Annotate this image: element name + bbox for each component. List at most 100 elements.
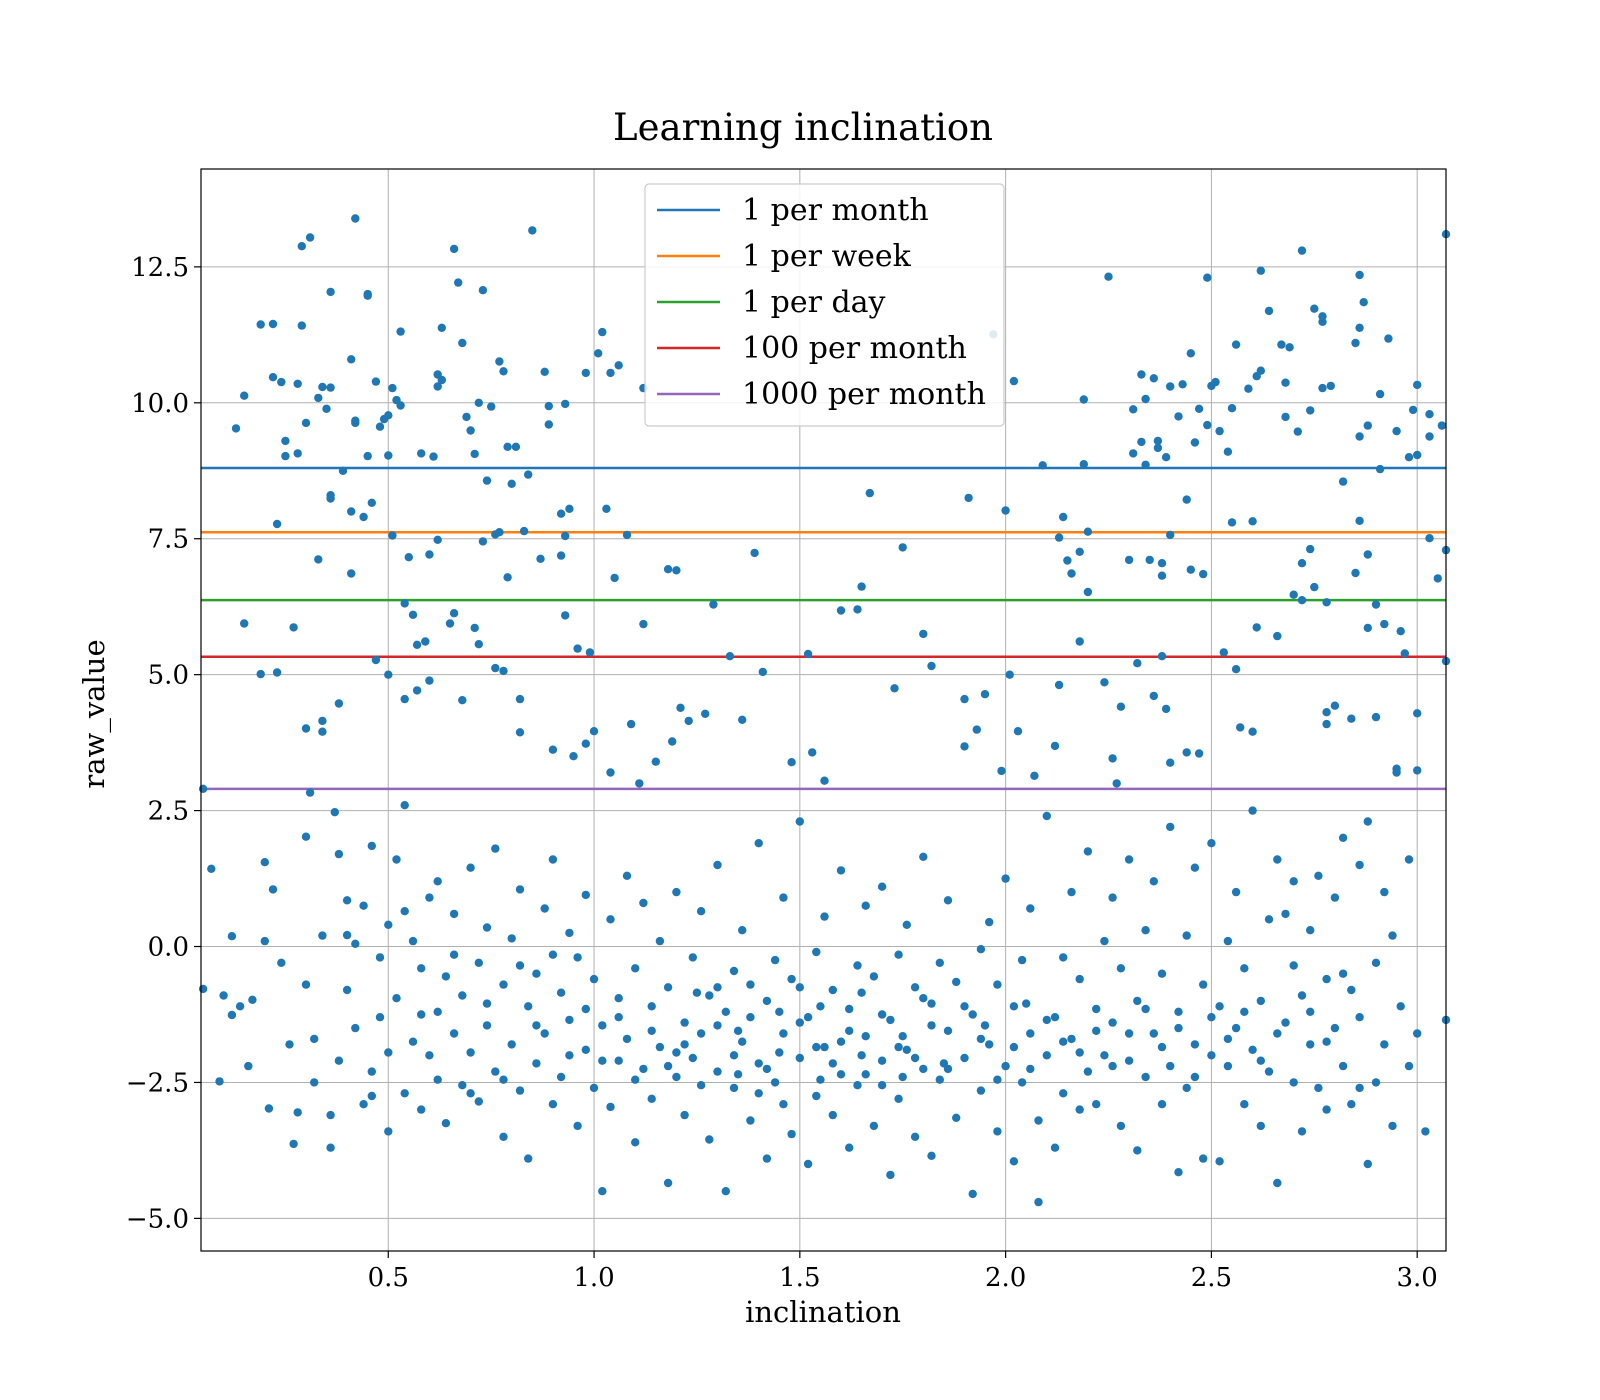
scatter-point xyxy=(536,554,545,563)
scatter-point xyxy=(639,619,648,629)
scatter-point xyxy=(1092,1100,1101,1109)
scatter-point xyxy=(1182,1083,1191,1093)
scatter-point xyxy=(1231,340,1241,349)
scatter-point xyxy=(639,898,648,908)
scatter-point xyxy=(301,724,311,733)
scatter-point xyxy=(812,1091,821,1101)
scatter-point xyxy=(919,852,928,861)
scatter-point xyxy=(268,319,278,329)
scatter-point xyxy=(746,1116,755,1125)
scatter-point xyxy=(1322,1105,1331,1114)
reference-lines xyxy=(201,466,1446,791)
scatter-point xyxy=(795,1018,804,1027)
scatter-point xyxy=(305,788,315,797)
scatter-point xyxy=(219,991,228,1000)
scatter-point xyxy=(474,1097,483,1106)
scatter-point xyxy=(1347,714,1356,723)
scatter-point xyxy=(198,984,208,994)
scatter-point xyxy=(1203,273,1212,282)
legend-label: 100 per month xyxy=(742,331,967,366)
scatter-point xyxy=(1273,855,1282,864)
scatter-point xyxy=(301,832,311,841)
scatter-point xyxy=(853,1081,862,1090)
scatter-point xyxy=(1256,996,1266,1006)
scatter-point xyxy=(433,382,442,391)
scatter-point xyxy=(1306,926,1315,935)
scatter-point xyxy=(585,648,595,657)
scatter-point xyxy=(1289,961,1298,970)
scatter-point xyxy=(1207,839,1216,848)
scatter-point xyxy=(1244,384,1253,393)
scatter-point xyxy=(548,855,558,864)
scatter-point xyxy=(1009,1002,1019,1011)
scatter-point xyxy=(1124,1029,1134,1038)
scatter-point xyxy=(688,953,697,962)
scatter-point xyxy=(429,452,438,461)
scatter-point xyxy=(960,742,969,751)
scatter-point xyxy=(433,1007,442,1016)
scatter-point xyxy=(1338,1061,1348,1071)
scatter-point xyxy=(1190,1040,1200,1049)
scatter-point xyxy=(347,507,356,516)
scatter-point xyxy=(400,801,409,810)
scatter-point xyxy=(474,958,483,967)
scatter-point xyxy=(898,1032,907,1041)
scatter-point xyxy=(1190,438,1200,447)
scatter-point xyxy=(491,1067,500,1076)
scatter-point xyxy=(1157,652,1167,661)
scatter-point xyxy=(845,1004,854,1014)
y-tick-label: 5.0 xyxy=(148,661,189,691)
scatter-point xyxy=(910,1132,920,1142)
scatter-point xyxy=(894,1094,903,1104)
scatter-point xyxy=(626,719,636,729)
scatter-point xyxy=(1067,1034,1076,1044)
scatter-point xyxy=(1075,547,1084,556)
scatter-point xyxy=(425,676,434,685)
scatter-point xyxy=(1009,1042,1019,1052)
scatter-point xyxy=(1009,1157,1019,1166)
scatter-point xyxy=(392,994,401,1003)
scatter-point xyxy=(1017,955,1027,965)
scatter-point xyxy=(589,974,599,984)
scatter-point xyxy=(1026,1029,1035,1038)
scatter-point xyxy=(1404,453,1414,462)
scatter-point xyxy=(1380,619,1389,629)
scatter-point xyxy=(1248,517,1257,526)
scatter-point xyxy=(1108,754,1117,763)
scatter-point xyxy=(433,1075,442,1084)
legend-label: 1 per month xyxy=(742,193,929,228)
scatter-point xyxy=(342,985,352,995)
scatter-point xyxy=(466,1089,475,1098)
scatter-point xyxy=(808,748,817,757)
scatter-point xyxy=(466,1048,475,1057)
scatter-point xyxy=(836,1070,846,1079)
scatter-point xyxy=(927,1151,936,1161)
scatter-point xyxy=(1017,1078,1027,1087)
scatter-point xyxy=(1425,534,1434,543)
scatter-point xyxy=(569,752,578,761)
scatter-point xyxy=(503,442,512,451)
scatter-point xyxy=(1141,926,1150,935)
scatter-point xyxy=(1182,931,1191,940)
scatter-point xyxy=(713,983,722,992)
scatter-point xyxy=(1425,410,1434,419)
scatter-point xyxy=(795,817,804,826)
scatter-point xyxy=(318,716,327,726)
scatter-point xyxy=(676,703,685,712)
scatter-point xyxy=(589,1083,599,1093)
scatter-point xyxy=(285,1040,294,1049)
scatter-point xyxy=(351,939,360,948)
scatter-point xyxy=(828,1110,837,1120)
scatter-point xyxy=(1157,559,1167,568)
scatter-point xyxy=(528,226,537,235)
scatter-point xyxy=(705,1135,714,1144)
scatter-point xyxy=(606,1102,615,1112)
scatter-point xyxy=(1223,936,1233,946)
scatter-point xyxy=(396,401,405,410)
scatter-point xyxy=(606,915,615,924)
scatter-point xyxy=(594,349,603,358)
scatter-point xyxy=(1207,1013,1216,1022)
scatter-point xyxy=(631,1075,640,1084)
scatter-point xyxy=(803,1159,813,1169)
